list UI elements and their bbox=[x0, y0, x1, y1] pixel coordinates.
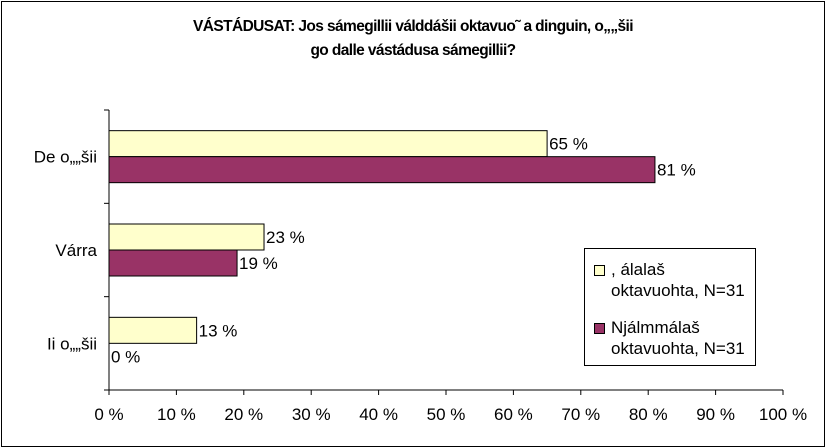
chart-title-line-2: go dalle vástádusa sámegillii? bbox=[310, 42, 516, 59]
x-tick-label: 50 % bbox=[427, 405, 466, 424]
legend-label-series-2: Njálmmálaš oktavuohta, N=31 bbox=[611, 318, 745, 358]
x-tick-label: 70 % bbox=[561, 405, 600, 424]
bar-series-2 bbox=[108, 249, 238, 277]
chart-legend: , álalaš oktavuohta, N=31 Njálmmálaš okt… bbox=[584, 248, 756, 366]
x-tick-label: 10 % bbox=[157, 405, 196, 424]
x-tick-label: 80 % bbox=[629, 405, 668, 424]
legend-swatch-series-1 bbox=[594, 265, 605, 276]
x-tick-label: 90 % bbox=[696, 405, 735, 424]
x-tick-label: 60 % bbox=[494, 405, 533, 424]
bar-series-1 bbox=[108, 223, 265, 251]
legend-label-series-1: , álalaš oktavuohta, N=31 bbox=[611, 260, 745, 300]
category-label: De o„„šii bbox=[34, 148, 97, 167]
category-label: Ii o„„šii bbox=[47, 334, 97, 353]
bar-series-1 bbox=[108, 316, 198, 344]
x-tick-label: 100 % bbox=[759, 405, 807, 424]
bar-series-1 bbox=[108, 130, 548, 158]
data-label-series-2: 0 % bbox=[111, 347, 140, 366]
bar-series-2 bbox=[108, 156, 656, 184]
data-label-series-2: 81 % bbox=[657, 161, 696, 180]
category-label: Várra bbox=[55, 241, 97, 260]
data-label-series-1: 13 % bbox=[199, 321, 238, 340]
x-tick-label: 30 % bbox=[292, 405, 331, 424]
legend-swatch-series-2 bbox=[594, 323, 605, 334]
data-label-series-2: 19 % bbox=[239, 254, 278, 273]
data-label-series-1: 23 % bbox=[266, 228, 305, 247]
x-tick-label: 20 % bbox=[224, 405, 263, 424]
chart-title-line-1: VÁSTÁDUSAT: Jos sámegillii válddášii okt… bbox=[193, 18, 634, 35]
chart-title: VÁSTÁDUSAT: Jos sámegillii válddášii okt… bbox=[0, 15, 826, 63]
x-tick-label: 40 % bbox=[359, 405, 398, 424]
x-tick-label: 0 % bbox=[94, 405, 123, 424]
data-label-series-1: 65 % bbox=[549, 135, 588, 154]
